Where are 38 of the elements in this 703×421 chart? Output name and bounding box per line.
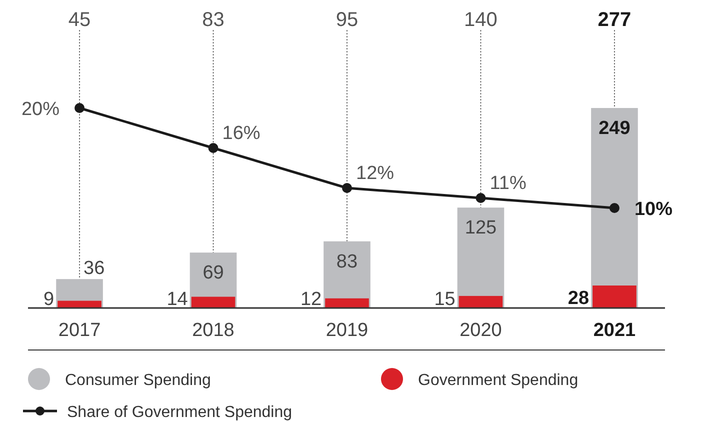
data-label: 83: [336, 251, 358, 272]
bar: [458, 296, 503, 308]
data-label: 12%: [356, 163, 394, 184]
text: 140: [464, 9, 498, 31]
x-tick-label: 2018: [192, 320, 234, 341]
text: 83: [202, 9, 224, 31]
legend-label: Government Spending: [418, 372, 578, 389]
data-label: 125: [464, 218, 497, 239]
data-label: 15: [434, 289, 456, 310]
x-tick-label: 2017: [58, 320, 101, 341]
data-label: 20%: [21, 99, 60, 120]
data-label: 16%: [222, 123, 260, 144]
point: [208, 143, 218, 153]
bar: [325, 298, 369, 308]
data-label: 14: [166, 289, 188, 310]
data-label: 28: [568, 288, 590, 309]
bar: [592, 286, 636, 308]
point: [476, 193, 486, 203]
data-label: 10%: [634, 199, 673, 220]
text: 45: [68, 9, 91, 31]
point: [74, 103, 85, 113]
text: 277: [598, 9, 632, 31]
data-label: 11%: [490, 173, 526, 194]
data-label: 69: [202, 262, 224, 284]
x-tick-label: 2020: [460, 320, 502, 341]
text: 95: [336, 9, 358, 31]
point: [342, 183, 352, 193]
x-tick-label: 2021: [593, 320, 636, 341]
legend-label: Consumer Spending: [65, 372, 211, 389]
bar: [58, 300, 102, 308]
data-label: 36: [84, 258, 105, 280]
legend-label: Share of Government Spending: [67, 404, 292, 421]
data-label: 12: [300, 289, 322, 310]
data-label: 249: [598, 118, 630, 139]
point: [609, 203, 620, 213]
data-label: 9: [44, 289, 54, 310]
bar: [191, 296, 236, 308]
x-tick-label: 2019: [326, 320, 368, 341]
